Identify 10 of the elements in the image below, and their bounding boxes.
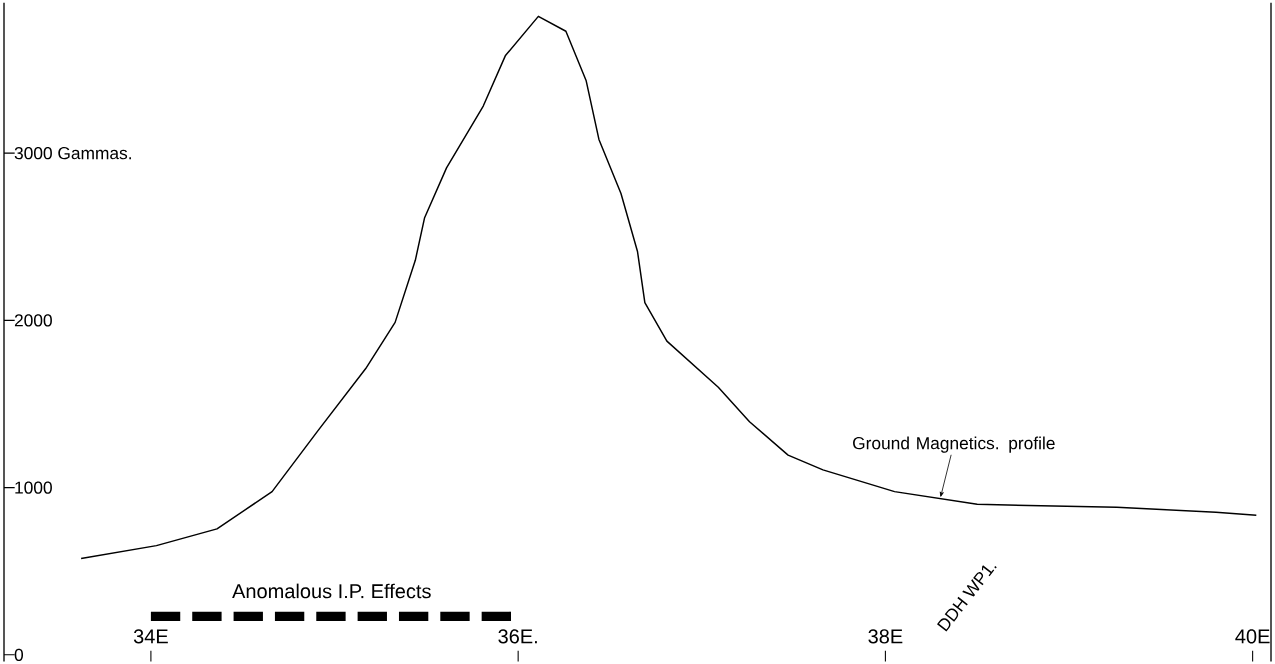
y-tick-label: 1000 [15,481,52,494]
y-tick-label: 0 [14,648,24,661]
x-tick-label: 34E [133,629,168,644]
series-label: Anomalous I.P. Effects [232,583,431,599]
x-tick-label: 40E [1235,629,1270,644]
y-tick-label: 2000 [14,314,52,327]
y-tick-label: 3000 Gammas. [14,146,131,160]
x-tick-label: 36E. [498,629,537,644]
x-tick-label: 38E [868,629,903,644]
annotation: Ground Magnetics. profile [853,436,1055,453]
